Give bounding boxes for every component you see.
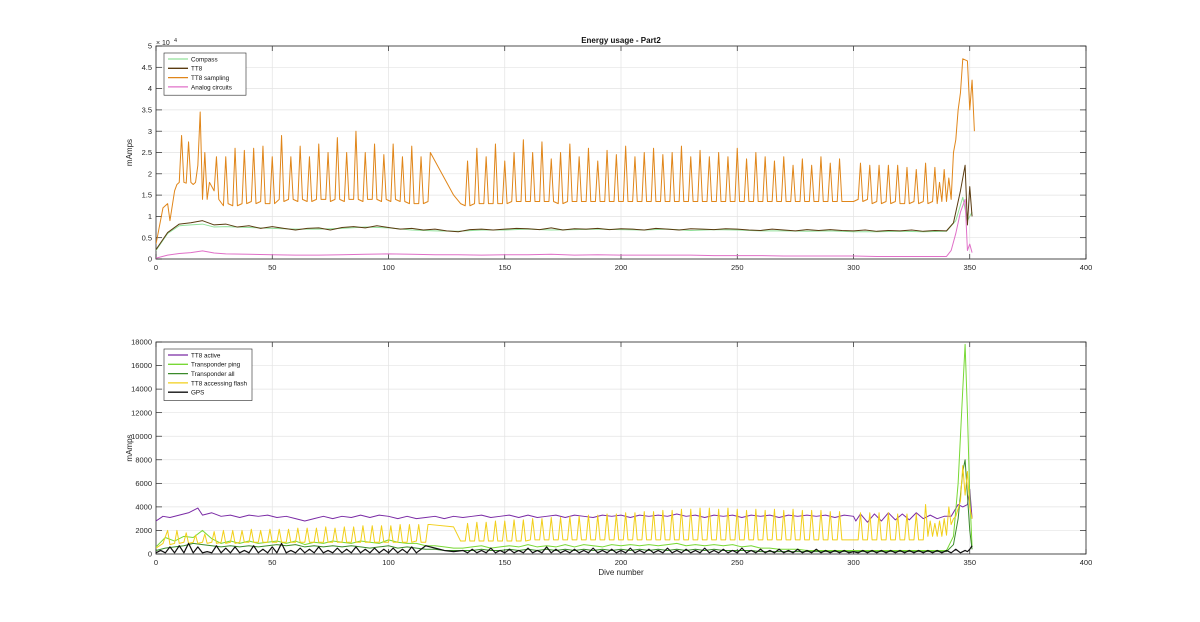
- y-tick-label: 2.5: [142, 148, 152, 157]
- x-tick-label: 300: [847, 263, 860, 272]
- legend-label: Compass: [191, 56, 218, 63]
- x-tick-label: 400: [1080, 558, 1093, 567]
- series-line-transponder-all: [156, 459, 973, 553]
- x-tick-label: 50: [268, 263, 276, 272]
- x-tick-label: 300: [847, 558, 860, 567]
- legend-box: [163, 52, 247, 96]
- x-tick-label: 0: [154, 263, 158, 272]
- x-tick-label: 100: [382, 558, 395, 567]
- x-axis-label: Dive number: [598, 568, 644, 577]
- y-tick-label: 0: [148, 255, 152, 264]
- x-tick-label: 350: [963, 558, 976, 567]
- y-tick-label: 3: [148, 127, 152, 136]
- x-tick-label: 250: [731, 558, 744, 567]
- series-line-transponder-ping: [156, 343, 973, 551]
- y-tick-label: 0.5: [142, 233, 152, 242]
- x-tick-label: 200: [615, 263, 628, 272]
- y-tick-label: 4000: [135, 502, 152, 511]
- y-tick-label: 8000: [135, 455, 152, 464]
- x-tick-label: 200: [615, 558, 628, 567]
- y-tick-label: 2: [148, 169, 152, 178]
- x-tick-label: 100: [382, 263, 395, 272]
- y-tick-label: 18000: [131, 338, 152, 347]
- x-tick-label: 350: [963, 263, 976, 272]
- legend-label: TT8 sampling: [191, 75, 230, 82]
- y-exponent-power: 4: [174, 38, 177, 44]
- series-line-gps: [156, 542, 973, 554]
- x-tick-label: 400: [1080, 263, 1093, 272]
- series-group: [156, 58, 975, 259]
- y-tick-label: 5: [148, 42, 152, 51]
- y-tick-label: 0: [148, 550, 152, 559]
- chart-title: Energy usage - Part2: [581, 36, 661, 45]
- bottom-plot-energy-usage: 0 50 100 150 200 250 300 350 4000200040006000800…: [125, 338, 1092, 577]
- legend-label: Transponder ping: [191, 362, 241, 369]
- legend-label: TT8: [191, 66, 203, 73]
- y-tick-label: 12000: [131, 408, 152, 417]
- y-tick-label: 4: [148, 84, 152, 93]
- plot-border: [155, 341, 1087, 555]
- y-tick-label: 1.5: [142, 191, 152, 200]
- legend-label: Analog circuits: [191, 84, 232, 91]
- y-tick-label: 4.5: [142, 63, 152, 72]
- y-axis-label: mAmps: [125, 139, 134, 166]
- y-tick-label: 3.5: [142, 106, 152, 115]
- x-tick-label: 50: [268, 558, 276, 567]
- y-tick-label: 14000: [131, 385, 152, 394]
- legend: TT8 active Transponder ping Transponder al…: [163, 348, 253, 401]
- legend: Compass TT8 TT8 sampling Analog circuits: [163, 52, 247, 96]
- series-line-tt8-accessing-flash: [156, 465, 973, 549]
- series-line-analog-circuits: [156, 198, 973, 259]
- y-tick-label: 10000: [131, 432, 152, 441]
- legend-label: TT8 active: [191, 352, 221, 359]
- series-line-tt8-active: [156, 488, 973, 523]
- x-tick-label: 250: [731, 263, 744, 272]
- x-tick-label: 150: [498, 263, 511, 272]
- series-group: [156, 343, 973, 554]
- legend-label: TT8 accessing flash: [191, 380, 247, 387]
- series-line-tt8: [156, 164, 973, 250]
- x-tick-label: 150: [498, 558, 511, 567]
- y-exponent-base: × 10: [156, 40, 170, 47]
- top-plot-energy-usage: 0 50 100 150 200 250 300 350 400 0 0.5 1 1.5 2 2.5 3 3.5…: [125, 36, 1092, 272]
- plot-border: [155, 45, 1087, 260]
- legend-label: Transponder all: [191, 371, 235, 378]
- y-tick-label: 1: [148, 212, 152, 221]
- y-axis-label: mAmps: [125, 434, 134, 461]
- x-tick-label: 0: [154, 558, 158, 567]
- y-tick-label: 6000: [135, 479, 152, 488]
- y-tick-label: 2000: [135, 526, 152, 535]
- series-line-tt8-sampling: [156, 58, 975, 245]
- legend-label: GPS: [191, 390, 204, 397]
- y-tick-label: 16000: [131, 361, 152, 370]
